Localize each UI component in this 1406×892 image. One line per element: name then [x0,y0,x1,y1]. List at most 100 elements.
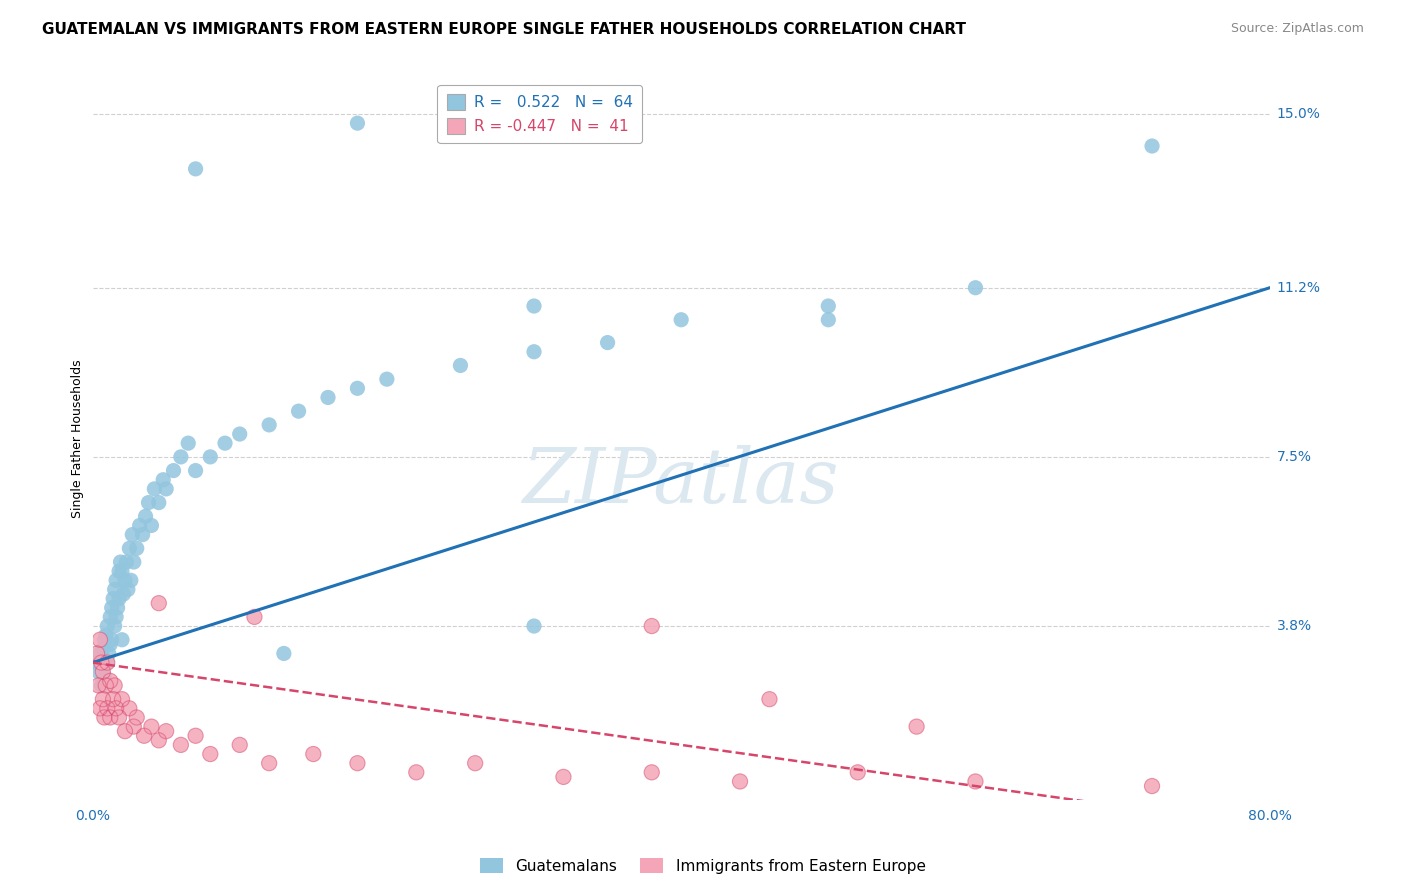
Point [122,555,145,569]
Point [96,656,118,670]
Point [155,724,177,739]
Point [94,628,117,642]
Point [98,673,121,688]
Point [170,738,193,752]
Point [846,765,869,780]
Point [141,720,163,734]
Point [148,495,170,509]
Point [105,610,128,624]
Point [141,518,163,533]
Point [91,673,114,688]
Point [121,527,143,541]
Point [464,756,486,771]
Point [965,281,987,295]
Point [1140,139,1163,153]
Point [817,312,839,326]
Point [965,774,987,789]
Point [449,359,471,373]
Point [758,692,780,706]
Point [846,765,869,780]
Point [114,574,136,588]
Point [94,678,117,692]
Point [101,591,124,606]
Point [728,774,751,789]
Text: ZIPatlas: ZIPatlas [523,445,839,519]
Point [162,464,184,478]
Point [108,591,131,606]
Point [107,600,129,615]
Point [90,656,112,670]
Point [965,774,987,789]
Point [257,756,280,771]
Point [817,299,839,313]
Point [375,372,398,386]
Point [132,729,155,743]
Point [112,587,135,601]
Point [96,619,118,633]
Point [148,733,170,747]
Point [523,299,546,313]
Point [91,665,114,679]
Point [94,678,117,692]
Point [273,647,295,661]
Point [132,729,155,743]
Text: Source: ZipAtlas.com: Source: ZipAtlas.com [1230,22,1364,36]
Point [228,738,250,752]
Point [155,724,177,739]
Point [89,701,111,715]
Point [87,678,110,692]
Point [243,610,266,624]
Point [200,747,222,761]
Point [128,518,150,533]
Point [553,770,575,784]
Point [93,710,115,724]
Point [641,765,664,780]
Text: 3.8%: 3.8% [1277,619,1312,633]
Point [87,678,110,692]
Point [118,541,141,556]
Point [86,647,108,661]
Y-axis label: Single Father Households: Single Father Households [72,359,84,518]
Point [91,692,114,706]
Point [100,632,122,647]
Point [122,720,145,734]
Point [93,669,115,683]
Point [135,509,157,524]
Point [405,765,427,780]
Point [101,692,124,706]
Point [641,619,664,633]
Point [728,774,751,789]
Point [120,574,142,588]
Point [91,692,114,706]
Legend: R =   0.522   N =  64, R = -0.447   N =  41: R = 0.522 N = 64, R = -0.447 N = 41 [437,85,643,143]
Point [110,555,132,569]
Point [89,632,111,647]
Point [152,473,174,487]
Point [200,450,222,464]
Point [184,729,207,743]
Point [96,656,118,670]
Point [1140,779,1163,793]
Legend: Guatemalans, Immigrants from Eastern Europe: Guatemalans, Immigrants from Eastern Eur… [474,852,932,880]
Point [131,527,153,541]
Point [405,765,427,780]
Point [111,632,134,647]
Point [108,710,131,724]
Point [98,710,121,724]
Text: GUATEMALAN VS IMMIGRANTS FROM EASTERN EUROPE SINGLE FATHER HOUSEHOLDS CORRELATIO: GUATEMALAN VS IMMIGRANTS FROM EASTERN EU… [42,22,966,37]
Point [214,436,236,450]
Point [111,692,134,706]
Point [122,720,145,734]
Point [91,665,114,679]
Point [316,391,339,405]
Point [143,482,166,496]
Point [108,564,131,578]
Point [669,312,692,326]
Point [257,417,280,432]
Point [89,632,111,647]
Point [1140,779,1163,793]
Point [243,610,266,624]
Point [464,756,486,771]
Point [177,436,200,450]
Point [641,765,664,780]
